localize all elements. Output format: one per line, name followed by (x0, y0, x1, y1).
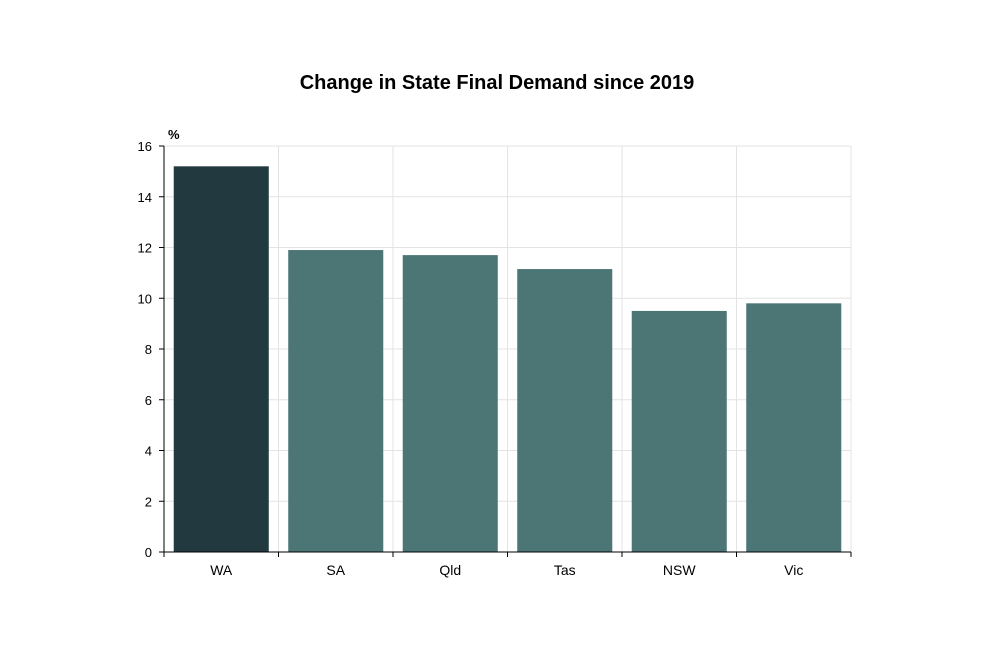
bar-sa (288, 250, 384, 552)
x-category-label: Vic (784, 562, 803, 578)
axes (159, 145, 852, 557)
y-tick-label: 8 (145, 342, 152, 357)
x-category-label: Tas (554, 562, 576, 578)
bar-qld (402, 255, 498, 553)
gridlines (164, 145, 852, 552)
x-category-label: NSW (663, 562, 696, 578)
y-tick-label: 10 (138, 291, 152, 306)
x-category-labels: WA SA Qld Tas NSW Vic (210, 562, 803, 578)
y-unit-label: % (168, 127, 180, 142)
bar-vic (746, 303, 842, 552)
y-tick-label: 2 (145, 494, 152, 509)
bars (173, 166, 842, 553)
bar-tas (517, 269, 613, 552)
y-tick-label: 4 (145, 444, 152, 459)
y-tick-label: 0 (145, 545, 152, 560)
chart-title: Change in State Final Demand since 2019 (300, 72, 695, 94)
x-category-label: Qld (439, 562, 461, 578)
y-tick-label: 6 (145, 393, 152, 408)
bar-nsw (631, 310, 727, 552)
y-tick-labels: 0 2 4 6 8 10 12 14 16 (138, 139, 152, 560)
y-tick-label: 14 (138, 190, 152, 205)
x-category-label: WA (210, 562, 233, 578)
y-tick-label: 16 (138, 139, 152, 154)
bar-wa (173, 166, 269, 553)
x-category-label: SA (326, 562, 345, 578)
y-tick-label: 12 (138, 241, 152, 256)
